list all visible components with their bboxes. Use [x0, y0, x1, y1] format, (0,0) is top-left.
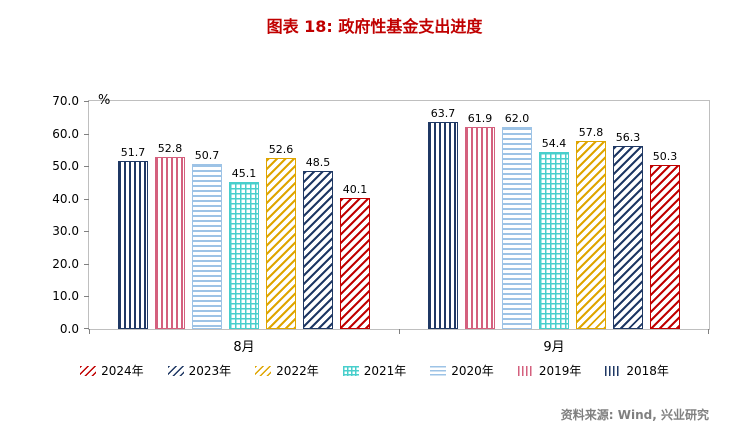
legend-item-2022年: 2022年: [255, 362, 319, 379]
y-axis-unit-label: %: [98, 93, 111, 108]
legend-item-2019年: 2019年: [517, 362, 582, 379]
bar-slot: 61.9: [465, 101, 495, 329]
y-axis-tick-mark: [84, 166, 89, 168]
legend-item-2023年: 2023年: [167, 362, 232, 379]
legend-label: 2021年: [363, 364, 407, 378]
bar-value-label: 63.7: [430, 106, 456, 120]
bar-2021年-8月: [229, 182, 259, 329]
bar-value-label: 61.9: [467, 112, 493, 126]
y-axis-tick-label: 0.0: [59, 322, 79, 336]
bar-2022年-8月: [266, 157, 296, 329]
y-axis-tick-label: 40.0: [52, 191, 79, 206]
x-axis-category-label: 9月: [543, 340, 565, 355]
legend-swatch-icon: [255, 365, 272, 376]
bar-value-label: 52.8: [157, 142, 183, 156]
y-axis-tick-mark: [84, 198, 89, 200]
legend-label: 2020年: [451, 364, 494, 378]
bar-value-label: 54.4: [541, 136, 567, 150]
bar-2023年-9月: [613, 145, 643, 329]
bar-group-9月: 63.7 61.9 62.0 54.4 57.8 56.3 50.3: [399, 101, 709, 329]
bar-value-label: 56.3: [615, 130, 641, 144]
legend-label: 2022年: [276, 364, 319, 378]
bar-2018年-9月: [428, 121, 458, 329]
bar-value-label: 51.7: [120, 145, 146, 159]
legend-swatch-icon: [517, 365, 534, 376]
legend-swatch-icon: [430, 365, 447, 376]
legend-label: 2024年: [101, 364, 144, 378]
y-axis-tick-mark: [84, 231, 89, 233]
y-axis-tick-label: 30.0: [52, 224, 79, 239]
legend-item-2020年: 2020年: [430, 362, 494, 379]
bar-slot: 51.7: [118, 101, 148, 329]
chart-title: 图表 18: 政府性基金支出进度: [266, 17, 483, 36]
bar-value-label: 45.1: [231, 167, 257, 181]
bar-slot: 48.5: [303, 101, 333, 329]
legend-label: 2019年: [538, 364, 582, 378]
legend: 2024年 2023年 2022年 2021年 2020年 2019年 2018年: [0, 362, 749, 379]
bar-slot: 40.1: [340, 101, 370, 329]
bar-value-label: 62.0: [504, 112, 530, 126]
legend-item-2018年: 2018年: [605, 362, 669, 379]
bar-2023年-8月: [303, 171, 333, 329]
bar-value-label: 48.5: [305, 156, 331, 170]
x-axis-category-label: 8月: [233, 340, 255, 355]
bar-slot: 56.3: [613, 101, 643, 329]
bar-slot: 50.3: [650, 101, 680, 329]
bar-value-label: 50.7: [194, 148, 220, 162]
x-axis-tick-mark: [89, 329, 90, 334]
bar-value-label: 57.8: [578, 125, 604, 139]
legend-label: 2023年: [188, 364, 232, 378]
bar-slot: 52.6: [266, 101, 296, 329]
y-axis-tick-mark: [84, 296, 89, 298]
bar-2021年-9月: [539, 151, 569, 329]
bar-2018年-8月: [118, 160, 148, 329]
legend-label: 2018年: [626, 364, 669, 378]
y-axis-tick-mark: [84, 328, 89, 329]
legend-swatch-icon: [342, 365, 359, 376]
bar-slot: 54.4: [539, 101, 569, 329]
legend-swatch-icon: [167, 365, 184, 376]
bar-2024年-8月: [340, 198, 370, 329]
plot-area: % 70.0 60.0 50.0 40.0 30.0 20.0 10.0 0.0 51.7 52.…: [52, 93, 710, 355]
y-axis-tick-mark: [84, 101, 89, 102]
bar-value-label: 50.3: [652, 150, 678, 164]
bar-2022年-9月: [576, 140, 606, 329]
legend-swatch-icon: [605, 365, 622, 376]
bar-2019年-9月: [465, 127, 495, 329]
bar-slot: 45.1: [229, 101, 259, 329]
x-axis-tick-mark: [399, 329, 400, 334]
legend-item-2021年: 2021年: [342, 362, 407, 379]
legend-item-2024年: 2024年: [80, 362, 144, 379]
legend-swatch-icon: [80, 365, 97, 376]
bar-2020年-8月: [192, 163, 222, 329]
source-note: 资料来源: Wind, 兴业研究: [560, 408, 709, 422]
x-axis-tick-mark: [708, 329, 709, 334]
y-axis-tick-mark: [84, 133, 89, 135]
bar-slot: 62.0: [502, 101, 532, 329]
bar-slot: 50.7: [192, 101, 222, 329]
bar-slot: 52.8: [155, 101, 185, 329]
bar-group-8月: 51.7 52.8 50.7 45.1 52.6 48.5 40.1: [89, 101, 399, 329]
bar-value-label: 40.1: [342, 183, 368, 197]
bar-slot: 63.7: [428, 101, 458, 329]
y-axis-tick-mark: [84, 263, 89, 265]
bar-slot: 57.8: [576, 101, 606, 329]
bar-2024年-9月: [650, 165, 680, 329]
bar-2020年-9月: [502, 127, 532, 329]
y-axis-tick-label: 60.0: [52, 126, 79, 141]
y-axis-tick-label: 50.0: [52, 159, 79, 174]
y-axis-tick-label: 70.0: [52, 94, 79, 108]
y-axis-tick-label: 20.0: [52, 256, 79, 271]
bar-value-label: 52.6: [268, 142, 294, 156]
bar-2019年-8月: [155, 157, 185, 329]
y-axis-tick-label: 10.0: [52, 289, 79, 304]
